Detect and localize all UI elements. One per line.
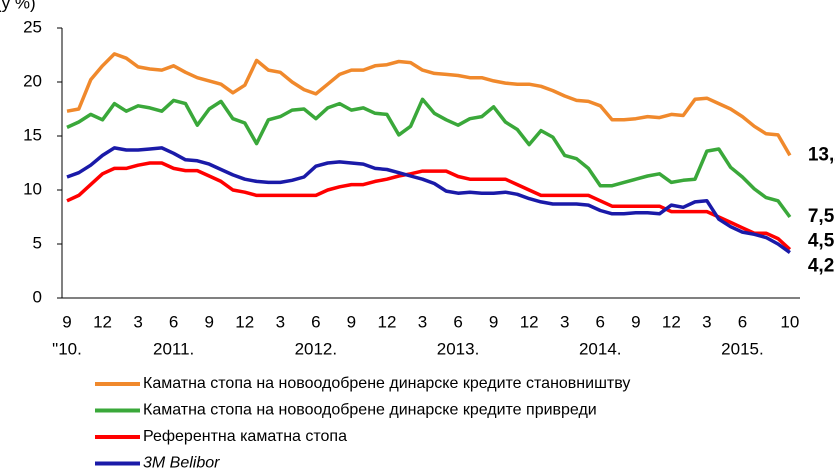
x-tick-label: 6 bbox=[596, 312, 605, 331]
x-tick-label: 3 bbox=[276, 312, 285, 331]
x-tick-label: 6 bbox=[169, 312, 178, 331]
y-tick-label: 5 bbox=[33, 233, 42, 252]
series-line bbox=[66, 161, 792, 251]
y-tick-label: 15 bbox=[23, 125, 42, 144]
y-tick-label: 20 bbox=[23, 71, 42, 90]
x-tick-label: 6 bbox=[738, 312, 747, 331]
y-tick-label: 0 bbox=[33, 287, 42, 306]
x-tick-label: 6 bbox=[311, 312, 320, 331]
x-tick-label: 3 bbox=[133, 312, 142, 331]
legend-label: Каматна стопа на новоодобрене динарске к… bbox=[143, 375, 630, 392]
x-tick-label: 6 bbox=[453, 312, 462, 331]
series-line bbox=[66, 52, 792, 157]
legend-label: Каматна стопа на новоодобрене динарске к… bbox=[143, 402, 597, 419]
x-tick-label: 12 bbox=[235, 312, 254, 331]
x-tick-label: 3 bbox=[702, 312, 711, 331]
end-label: 4,5 bbox=[808, 230, 835, 251]
series-line bbox=[66, 146, 791, 255]
x-tick-label: 9 bbox=[631, 312, 640, 331]
x-tick-label: 12 bbox=[93, 312, 112, 331]
legend-label: Референтна каматна стопа bbox=[143, 428, 347, 445]
end-label: 13,2 bbox=[808, 144, 835, 165]
x-tick-label: 12 bbox=[520, 312, 539, 331]
x-tick-label: 12 bbox=[377, 312, 396, 331]
x-year-label: 2015. bbox=[721, 339, 764, 358]
x-tick-label: 9 bbox=[347, 312, 356, 331]
end-label: 4,2 bbox=[808, 256, 834, 277]
legend-label: 3M Belibor bbox=[143, 455, 220, 472]
x-year-label: 2013. bbox=[437, 339, 480, 358]
x-tick-label: 3 bbox=[418, 312, 427, 331]
y-axis-label: (у %) bbox=[0, 0, 36, 12]
series-line bbox=[66, 97, 792, 219]
x-year-label: 2012. bbox=[295, 339, 338, 358]
x-tick-label: 3 bbox=[560, 312, 569, 331]
x-year-label: "10. bbox=[52, 339, 82, 358]
y-tick-label: 25 bbox=[23, 17, 42, 36]
x-tick-label: 9 bbox=[204, 312, 213, 331]
x-tick-label: 12 bbox=[662, 312, 681, 331]
x-tick-label: 9 bbox=[62, 312, 71, 331]
x-tick-label: 9 bbox=[489, 312, 498, 331]
x-year-label: 2011. bbox=[153, 339, 194, 358]
x-year-label: 2014. bbox=[579, 339, 622, 358]
y-tick-label: 10 bbox=[23, 179, 42, 198]
x-tick-label: 10 bbox=[780, 312, 799, 331]
end-label: 7,5 bbox=[808, 206, 835, 227]
